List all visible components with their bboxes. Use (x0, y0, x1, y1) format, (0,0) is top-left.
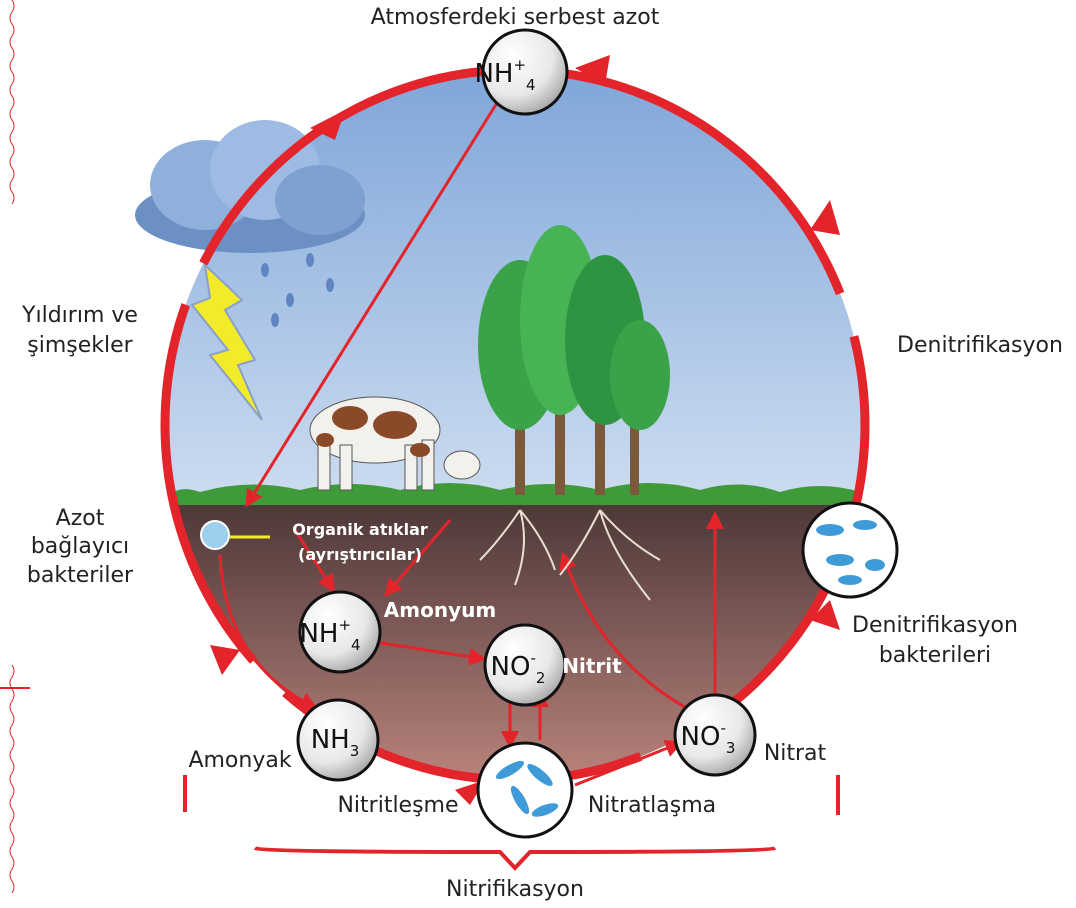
label: bakterileri (879, 643, 991, 668)
label: Denitrifikasyon (852, 613, 1018, 638)
label: bağlayıcı (31, 534, 129, 559)
fixing-bacteria-icon (201, 521, 229, 549)
formula-sup: - (720, 719, 725, 737)
label: Nitrit (562, 654, 622, 678)
label: Nitrat (764, 741, 827, 766)
nitrifying-bacteria-icon (478, 743, 572, 837)
label: (ayrıştırıcılar) (298, 545, 422, 564)
label: Organik atıklar (292, 520, 428, 539)
formula-sup: - (530, 649, 535, 667)
formula-base: NH (311, 725, 350, 755)
label: Denitrifikasyon (897, 333, 1063, 358)
formula-sub: 3 (350, 742, 360, 760)
label: Amonyak (188, 748, 291, 773)
node: NO-2 (485, 625, 565, 705)
label: şimşekler (27, 333, 133, 358)
label: Nitratlaşma (588, 793, 716, 818)
label: bakteriler (27, 563, 134, 588)
formula-sub: 2 (536, 669, 546, 687)
border (10, 665, 14, 893)
formula-base: NH (299, 619, 338, 649)
formula-sub: 4 (351, 636, 361, 654)
label: Amonyum (384, 598, 496, 622)
label: Nitrifikasyon (446, 877, 584, 902)
formula-base: NO (491, 652, 531, 682)
nitrogen-cycle: NH+4 NH+4 NO-2 NH3 NO-3 Atmosferdeki ser… (0, 0, 1076, 908)
formula-sub: 3 (726, 739, 736, 757)
border (10, 0, 14, 204)
node: NO-3 (675, 695, 755, 775)
label: Nitritleşme (337, 793, 458, 818)
formula-sup: + (513, 56, 526, 74)
formula-sub: 4 (526, 76, 536, 94)
denitrification-bacteria-icon (803, 503, 897, 597)
formula-base: NO (681, 722, 721, 752)
label: Yıldırım ve (21, 303, 138, 328)
node: NH+4 (299, 592, 380, 672)
formula-base: NH (474, 59, 513, 89)
title: Atmosferdeki serbest azot (371, 5, 660, 30)
label: Azot (56, 506, 105, 531)
node: NH3 (298, 700, 378, 780)
formula-sup: + (338, 616, 351, 634)
